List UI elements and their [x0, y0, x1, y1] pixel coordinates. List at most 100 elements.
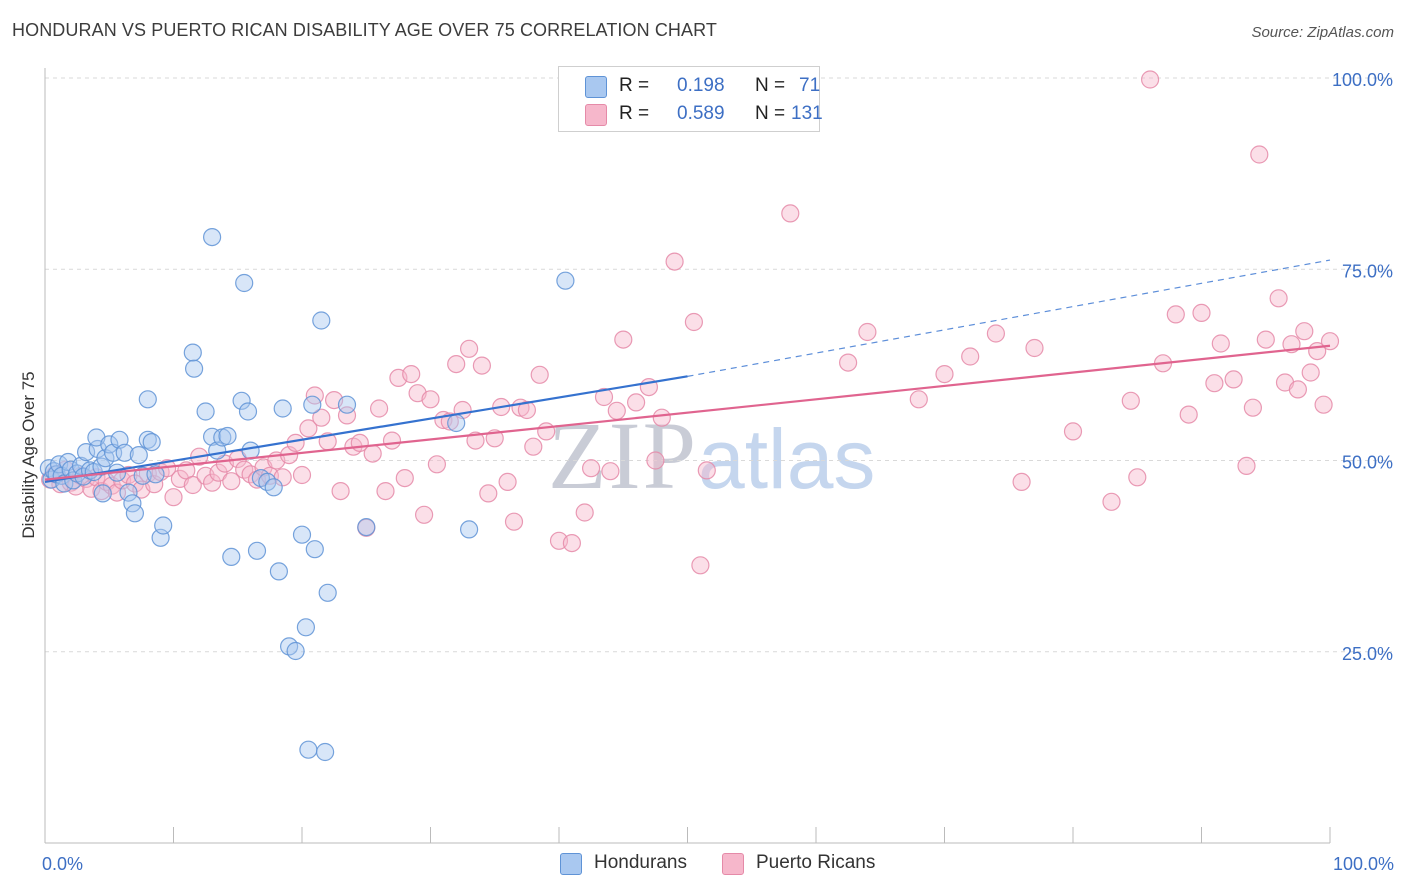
- puerto-rican-point: [1179, 405, 1198, 424]
- puerto-rican-point: [1211, 334, 1230, 353]
- puerto-rican-point: [530, 365, 549, 384]
- puerto-rican-point: [337, 406, 357, 425]
- puerto-rican-point: [370, 399, 389, 418]
- puerto-rican-point: [781, 204, 800, 223]
- legend-r-value: 0.198: [677, 75, 725, 96]
- points-layer: [39, 70, 1340, 762]
- honduran-point: [357, 517, 376, 537]
- honduran-point: [316, 742, 335, 762]
- puerto-rican-point: [601, 462, 620, 481]
- puerto-rican-point: [614, 330, 633, 349]
- honduran-point: [154, 516, 173, 535]
- tick-layer: 25.0% 50.0% 75.0% 100.0% 0.0% 100.0%: [42, 70, 1394, 874]
- honduran-point: [312, 311, 331, 330]
- puerto-rican-point: [1140, 70, 1160, 89]
- y-tick-label: 100.0%: [1332, 70, 1393, 90]
- honduran-point: [203, 427, 222, 446]
- puerto-rican-point: [665, 252, 684, 271]
- puerto-rican-point: [684, 312, 704, 332]
- puerto-rican-point: [421, 390, 440, 409]
- honduran-point: [235, 273, 254, 293]
- honduran-point: [303, 395, 322, 414]
- puerto-rican-point: [1063, 422, 1083, 441]
- bottom-legend-swatch-hondurans: [560, 853, 582, 875]
- puerto-rican-point: [626, 393, 646, 412]
- puerto-rican-point: [1224, 370, 1243, 389]
- puerto-rican-point: [382, 431, 402, 450]
- honduran-point: [447, 413, 466, 433]
- honduran-point: [273, 399, 292, 418]
- puerto-rican-point: [1243, 398, 1263, 417]
- honduran-point: [247, 541, 267, 560]
- x-tick-label: 100.0%: [1333, 854, 1394, 874]
- puerto-rican-point: [498, 472, 517, 491]
- puerto-rican-point: [1192, 303, 1211, 322]
- x-tick-label: 0.0%: [42, 854, 83, 874]
- honduran-point: [460, 520, 479, 539]
- puerto-rican-point: [447, 355, 466, 374]
- legend-r-value: 0.589: [677, 103, 725, 124]
- puerto-rican-point: [1121, 391, 1140, 410]
- puerto-rican-point: [838, 353, 858, 372]
- honduran-point: [146, 465, 165, 484]
- puerto-rican-trend-line: [44, 344, 1331, 481]
- puerto-rican-point: [537, 422, 556, 441]
- chart-title: HONDURAN VS PUERTO RICAN DISABILITY AGE …: [12, 20, 717, 40]
- axis-layer: Disability Age Over 75: [19, 68, 1331, 844]
- trend-layer: [44, 259, 1331, 484]
- puerto-rican-point: [1301, 363, 1320, 382]
- honduran-point: [93, 484, 112, 503]
- honduran-point: [222, 547, 241, 567]
- honduran-point: [305, 540, 324, 559]
- bottom-legend-label-hondurans: Hondurans: [594, 852, 687, 873]
- honduran-point: [296, 618, 315, 637]
- honduran-point: [125, 504, 144, 523]
- honduran-point: [142, 433, 161, 452]
- honduran-point: [183, 343, 202, 362]
- puerto-rican-point: [479, 484, 498, 503]
- chart-source[interactable]: Source: ZipAtlas.com: [1251, 24, 1394, 41]
- honduran-trend-extension: [687, 259, 1331, 377]
- puerto-rican-point: [1295, 322, 1314, 341]
- honduran-point: [129, 446, 148, 465]
- honduran-point: [232, 391, 251, 410]
- puerto-rican-point: [183, 475, 202, 495]
- honduran-point: [203, 228, 222, 247]
- puerto-rican-point: [607, 401, 626, 420]
- y-tick-label: 25.0%: [1342, 644, 1393, 664]
- puerto-rican-point: [986, 324, 1006, 343]
- honduran-point: [218, 426, 237, 446]
- puerto-rican-point: [415, 505, 434, 524]
- puerto-rican-point: [1269, 289, 1288, 308]
- honduran-point: [286, 641, 305, 661]
- puerto-rican-point: [1256, 330, 1275, 349]
- legend-n-value: 71: [799, 75, 821, 96]
- honduran-point: [185, 359, 204, 378]
- legend-n-label: N =: [755, 103, 786, 124]
- legend-r-label: R =: [619, 75, 650, 96]
- honduran-trend-line: [44, 375, 688, 484]
- legend-n-value: 131: [791, 103, 823, 124]
- puerto-rican-point: [1288, 380, 1308, 399]
- honduran-point: [299, 740, 318, 759]
- puerto-rican-point: [363, 444, 382, 463]
- puerto-rican-point: [691, 556, 710, 575]
- puerto-rican-point: [222, 472, 241, 491]
- puerto-rican-point: [1102, 492, 1121, 511]
- honduran-point: [196, 402, 215, 421]
- legend-r-label: R =: [619, 103, 650, 124]
- puerto-rican-point: [402, 365, 421, 384]
- honduran-point: [119, 483, 138, 502]
- puerto-rican-point: [460, 339, 479, 358]
- puerto-rican-point: [1237, 456, 1256, 475]
- honduran-point: [238, 402, 258, 421]
- legend-n-label: N =: [755, 75, 786, 96]
- puerto-rican-point: [286, 433, 305, 452]
- puerto-rican-point: [652, 408, 671, 427]
- puerto-rican-point: [203, 473, 222, 492]
- bottom-legend-label-puerto-ricans: Puerto Ricans: [756, 852, 876, 873]
- puerto-rican-point: [1205, 374, 1224, 393]
- watermark-atlas: atlas: [698, 412, 876, 506]
- puerto-rican-point: [697, 461, 716, 480]
- puerto-rican-point: [472, 356, 491, 375]
